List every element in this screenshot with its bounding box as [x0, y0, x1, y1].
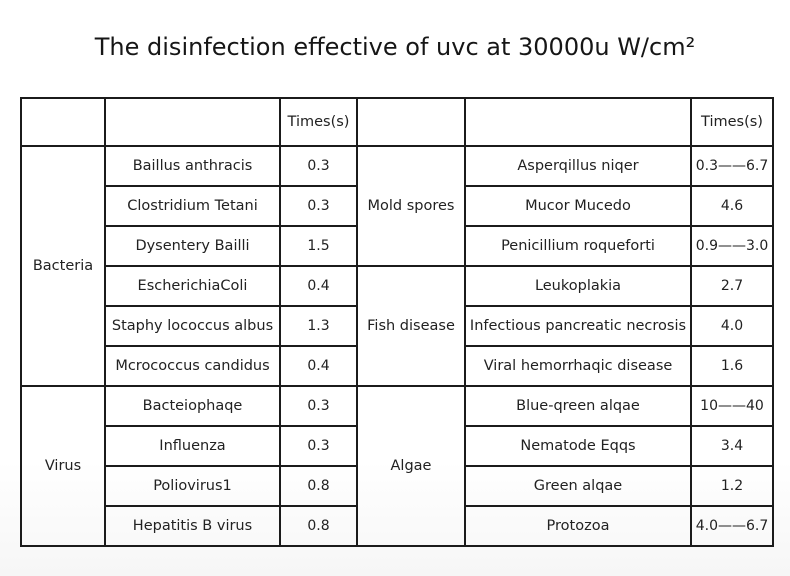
organism-cell: Baillus anthracis	[104, 145, 281, 187]
time-cell: 0.9——3.0	[690, 225, 774, 267]
header-empty-cell	[464, 97, 692, 147]
organism-cell: Clostridium Tetani	[104, 185, 281, 227]
organism-cell: Poliovirus1	[104, 465, 281, 507]
disinfection-table: Times(s) Times(s) Bacteria Baillus anthr…	[20, 97, 774, 547]
header-empty-cell	[356, 97, 466, 147]
organism-cell: Blue-qreen alqae	[464, 385, 692, 427]
time-cell: 3.4	[690, 425, 774, 467]
organism-cell: Leukoplakia	[464, 265, 692, 307]
organism-cell: Hepatitis B virus	[104, 505, 281, 547]
organism-cell: EscherichiaColi	[104, 265, 281, 307]
time-cell: 1.5	[279, 225, 358, 267]
time-cell: 0.3	[279, 425, 358, 467]
time-cell: 1.3	[279, 305, 358, 347]
time-cell: 4.0——6.7	[690, 505, 774, 547]
time-cell: 0.4	[279, 345, 358, 387]
table-row: Bacteria Baillus anthracis 0.3 Mold spor…	[20, 145, 774, 387]
table-row: EscherichiaColi 0.4 Fish disease Leukopl…	[21, 265, 774, 387]
table-row: Influenza 0.3 Nematode Eqqs 3.4	[21, 425, 774, 467]
organism-cell: Penicillium roqueforti	[464, 225, 692, 267]
category-cell-mold-spores: Mold spores	[356, 145, 466, 267]
organism-cell: Staphy lococcus albus	[104, 305, 281, 347]
table-row: Hepatitis B virus 0.8 Protozoa 4.0——6.7	[21, 505, 774, 547]
organism-cell: Nematode Eqqs	[464, 425, 692, 467]
header-times-left: Times(s)	[279, 97, 358, 147]
time-cell: 0.3	[279, 185, 358, 227]
table-row: Mcrococcus candidus 0.4 Viral hemorrhaqi…	[21, 345, 774, 387]
time-cell: 1.2	[690, 465, 774, 507]
time-cell: 2.7	[690, 265, 774, 307]
category-cell-algae: Algae	[356, 385, 466, 547]
table-row: Dysentery Bailli 1.5 Penicillium roquefo…	[21, 225, 774, 267]
time-cell: 4.6	[690, 185, 774, 227]
organism-cell: Green alqae	[464, 465, 692, 507]
time-cell: 1.6	[690, 345, 774, 387]
table-row: Virus Bacteiophaqe 0.3 Algae Blue-qreen …	[20, 385, 774, 547]
organism-cell: Influenza	[104, 425, 281, 467]
page-title: The disinfection effective of uvc at 300…	[94, 33, 696, 61]
time-cell: 0.3	[279, 145, 358, 187]
header-empty-cell	[20, 97, 106, 147]
time-cell: 0.4	[279, 265, 358, 307]
category-cell-virus: Virus	[20, 385, 106, 547]
category-cell-fish-disease: Fish disease	[356, 265, 466, 387]
time-cell: 4.0	[690, 305, 774, 347]
header-empty-cell	[104, 97, 281, 147]
organism-cell: Dysentery Bailli	[104, 225, 281, 267]
organism-cell: Mcrococcus candidus	[104, 345, 281, 387]
time-cell: 0.8	[279, 465, 358, 507]
time-cell: 0.8	[279, 505, 358, 547]
organism-cell: Protozoa	[464, 505, 692, 547]
organism-cell: Mucor Mucedo	[464, 185, 692, 227]
table-row: Clostridium Tetani 0.3 Mucor Mucedo 4.6	[21, 185, 774, 227]
time-cell: 0.3——6.7	[690, 145, 774, 187]
header-times-right: Times(s)	[690, 97, 774, 147]
table-row: Poliovirus1 0.8 Green alqae 1.2	[21, 465, 774, 507]
organism-cell: Infectious pancreatic necrosis	[464, 305, 692, 347]
category-cell-bacteria: Bacteria	[20, 145, 106, 387]
time-cell: 0.3	[279, 385, 358, 427]
organism-cell: Asperqillus niqer	[464, 145, 692, 187]
table-row: Staphy lococcus albus 1.3 Infectious pan…	[21, 305, 774, 347]
organism-cell: Bacteiophaqe	[104, 385, 281, 427]
organism-cell: Viral hemorrhaqic disease	[464, 345, 692, 387]
time-cell: 10——40	[690, 385, 774, 427]
table-header-row: Times(s) Times(s)	[20, 97, 774, 147]
